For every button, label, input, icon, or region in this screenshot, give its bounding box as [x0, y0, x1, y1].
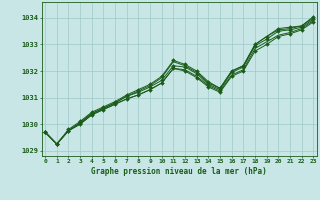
X-axis label: Graphe pression niveau de la mer (hPa): Graphe pression niveau de la mer (hPa)	[91, 167, 267, 176]
